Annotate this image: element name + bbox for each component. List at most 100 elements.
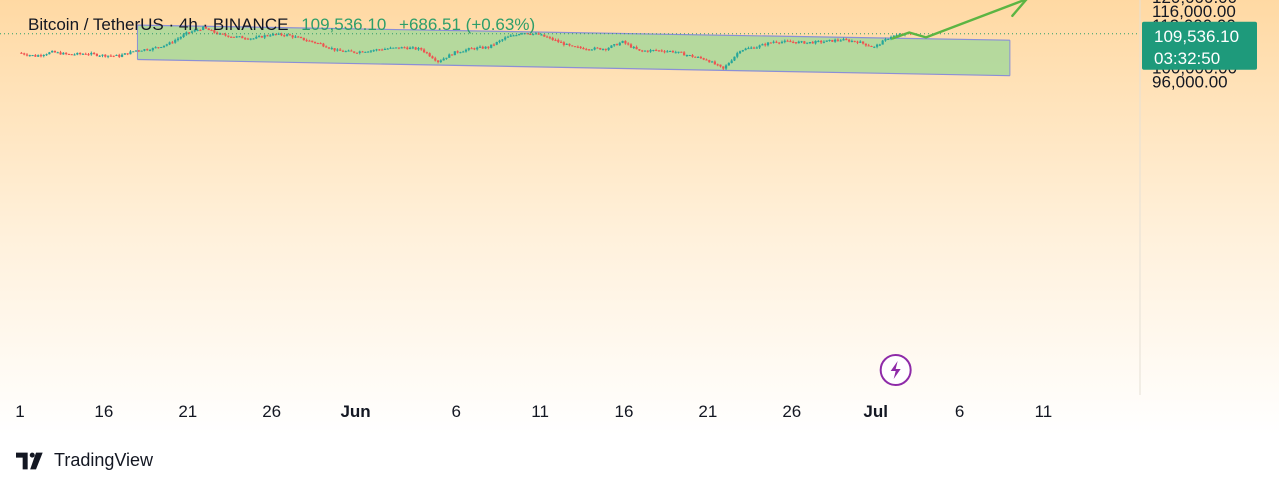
candle-body[interactable]: [604, 48, 607, 50]
candle-body[interactable]: [20, 52, 23, 54]
candle-body[interactable]: [579, 46, 582, 49]
candle-body[interactable]: [210, 30, 213, 32]
candle-body[interactable]: [45, 54, 48, 56]
candle-body[interactable]: [680, 51, 683, 53]
candle-body[interactable]: [369, 50, 373, 52]
candle-body[interactable]: [333, 48, 336, 51]
candle-body[interactable]: [596, 47, 599, 49]
candle-body[interactable]: [263, 35, 266, 38]
candle-body[interactable]: [464, 49, 468, 52]
candle-body[interactable]: [34, 55, 37, 57]
candle-body[interactable]: [445, 57, 448, 59]
candle-body[interactable]: [537, 33, 540, 35]
candle-body[interactable]: [367, 51, 370, 53]
candle-body[interactable]: [864, 43, 867, 46]
candle-body[interactable]: [492, 44, 496, 46]
candle-body[interactable]: [554, 39, 557, 41]
candle-body[interactable]: [518, 34, 521, 36]
candle-body[interactable]: [238, 36, 241, 38]
candle-body[interactable]: [67, 53, 71, 55]
tradingview-branding[interactable]: TradingView: [16, 450, 153, 471]
candle-body[interactable]: [582, 48, 585, 50]
candle-body[interactable]: [120, 54, 124, 57]
candle-body[interactable]: [23, 53, 26, 55]
candle-body[interactable]: [207, 28, 210, 31]
candle-body[interactable]: [140, 50, 143, 52]
candle-body[interactable]: [132, 51, 135, 53]
candle-body[interactable]: [400, 47, 403, 49]
candle-body[interactable]: [736, 53, 739, 57]
candle-body[interactable]: [204, 26, 208, 29]
candle-body[interactable]: [241, 36, 244, 39]
candle-body[interactable]: [93, 52, 96, 54]
candle-body[interactable]: [101, 54, 104, 56]
candle-body[interactable]: [506, 36, 510, 38]
candle-body[interactable]: [260, 36, 263, 38]
candle-body[interactable]: [325, 46, 328, 48]
candle-body[interactable]: [176, 38, 180, 41]
candle-body[interactable]: [308, 40, 311, 42]
candle-body[interactable]: [870, 45, 873, 47]
candle-body[interactable]: [311, 40, 314, 42]
candle-body[interactable]: [420, 48, 423, 50]
candle-body[interactable]: [758, 45, 761, 48]
candle-body[interactable]: [705, 59, 708, 61]
candle-body[interactable]: [59, 52, 62, 55]
candle-body[interactable]: [51, 50, 54, 53]
candle-body[interactable]: [526, 33, 529, 35]
candle-body[interactable]: [585, 49, 588, 51]
candle-body[interactable]: [442, 58, 445, 61]
candle-body[interactable]: [350, 50, 353, 52]
candle-body[interactable]: [683, 52, 686, 56]
candle-body[interactable]: [79, 52, 82, 54]
candle-body[interactable]: [216, 32, 219, 35]
candle-body[interactable]: [288, 34, 291, 36]
candle-body[interactable]: [31, 55, 34, 57]
candle-body[interactable]: [422, 49, 426, 53]
candle-body[interactable]: [42, 55, 45, 57]
candle-body[interactable]: [353, 51, 356, 53]
candle-body[interactable]: [839, 40, 842, 42]
candle-body[interactable]: [666, 51, 669, 53]
candle-body[interactable]: [811, 42, 814, 44]
candle-body[interactable]: [834, 39, 837, 42]
candle-body[interactable]: [789, 41, 792, 43]
candle-body[interactable]: [733, 56, 736, 61]
candle-body[interactable]: [831, 39, 834, 42]
candle-body[interactable]: [878, 44, 881, 46]
candle-body[interactable]: [361, 51, 364, 53]
candle-body[interactable]: [179, 37, 182, 39]
candle-body[interactable]: [607, 47, 610, 50]
candle-body[interactable]: [501, 39, 504, 41]
candle-body[interactable]: [162, 45, 166, 48]
candle-body[interactable]: [699, 56, 702, 59]
candle-body[interactable]: [520, 33, 524, 35]
candle-body[interactable]: [613, 44, 616, 46]
candle-body[interactable]: [171, 42, 174, 44]
candle-body[interactable]: [540, 34, 543, 36]
candle-body[interactable]: [708, 60, 711, 63]
candle-body[interactable]: [386, 48, 389, 50]
candle-body[interactable]: [747, 48, 750, 50]
candle-body[interactable]: [755, 47, 758, 49]
candle-body[interactable]: [271, 33, 275, 36]
candle-body[interactable]: [151, 48, 154, 51]
candle-body[interactable]: [688, 55, 691, 57]
candle-body[interactable]: [534, 33, 538, 35]
candle-body[interactable]: [780, 41, 784, 43]
candle-body[interactable]: [90, 52, 93, 55]
candle-body[interactable]: [624, 40, 627, 44]
candle-body[interactable]: [635, 46, 638, 50]
candle-body[interactable]: [515, 35, 518, 37]
candle-body[interactable]: [381, 49, 384, 51]
candle-body[interactable]: [861, 41, 865, 44]
candle-body[interactable]: [235, 36, 238, 38]
candle-body[interactable]: [383, 49, 387, 51]
candle-body[interactable]: [182, 34, 185, 38]
candle-body[interactable]: [157, 47, 160, 49]
candle-body[interactable]: [196, 29, 199, 31]
candle-body[interactable]: [881, 40, 884, 45]
candle-body[interactable]: [411, 47, 414, 49]
candle-body[interactable]: [392, 47, 395, 49]
candle-body[interactable]: [783, 40, 786, 42]
